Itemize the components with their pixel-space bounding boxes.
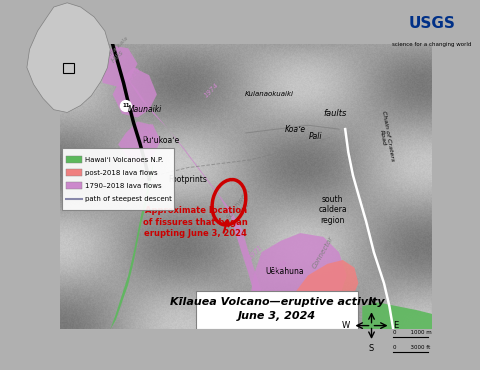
Text: Connector: Connector — [312, 235, 335, 269]
Text: Uēkahuna: Uēkahuna — [265, 267, 304, 276]
Text: S: S — [369, 344, 374, 353]
Text: 1790–2018 lava flows: 1790–2018 lava flows — [85, 183, 161, 189]
Text: Chain of Craters
Road: Chain of Craters Road — [376, 111, 395, 163]
Text: Kulanaokuaiki: Kulanaokuaiki — [245, 91, 294, 97]
Text: 1974: 1974 — [272, 259, 289, 276]
Text: 0        1000 m: 0 1000 m — [393, 330, 432, 336]
Bar — [66, 156, 82, 163]
Text: W: W — [342, 321, 350, 330]
Polygon shape — [110, 164, 153, 329]
Text: 1919: 1919 — [126, 66, 142, 84]
Circle shape — [262, 302, 273, 313]
Circle shape — [120, 101, 132, 111]
Polygon shape — [113, 67, 157, 118]
Text: 0        3000 ft: 0 3000 ft — [393, 345, 431, 350]
Text: post-2018 lava flows: post-2018 lava flows — [85, 170, 157, 176]
Text: N: N — [368, 298, 375, 307]
Text: Koaʻe: Koaʻe — [285, 125, 306, 134]
Text: Pali: Pali — [309, 132, 323, 141]
Polygon shape — [100, 46, 137, 87]
Text: Approximate location
of fissures that began
erupting June 3, 2024: Approximate location of fissures that be… — [143, 206, 248, 238]
Bar — [61, 148, 174, 210]
Text: 1974: 1974 — [203, 82, 220, 99]
Text: Maunaiki: Maunaiki — [128, 105, 162, 114]
Bar — [63, 63, 74, 73]
Text: E: E — [393, 321, 398, 330]
Text: Halemaʻumaʻu: Halemaʻumaʻu — [260, 298, 333, 307]
Polygon shape — [126, 77, 265, 322]
Text: Kamaʻkala: Kamaʻkala — [103, 35, 130, 62]
Text: USGS: USGS — [408, 16, 456, 31]
Text: 1920: 1920 — [141, 122, 157, 139]
Text: Southwest
Rift: Southwest Rift — [226, 187, 258, 225]
Polygon shape — [291, 260, 359, 323]
Bar — [66, 182, 82, 189]
Polygon shape — [362, 302, 432, 329]
Text: science for a changing world: science for a changing world — [392, 42, 472, 47]
Bar — [196, 291, 359, 329]
Text: 11: 11 — [264, 305, 272, 310]
Text: Hills: Hills — [111, 48, 125, 63]
Text: June 3, 2024: June 3, 2024 — [238, 311, 316, 321]
Text: 1971: 1971 — [247, 244, 264, 261]
Text: Kīlauea Volcano—eruptive activity: Kīlauea Volcano—eruptive activity — [170, 297, 384, 307]
Text: Puʻukoaʻe: Puʻukoaʻe — [142, 136, 180, 145]
Text: path of steepest descent: path of steepest descent — [85, 196, 172, 202]
Polygon shape — [27, 3, 110, 112]
Text: south
caldera
region: south caldera region — [319, 195, 347, 225]
Polygon shape — [118, 121, 161, 164]
Text: Footprints: Footprints — [168, 175, 207, 184]
Text: faults: faults — [324, 109, 347, 118]
Polygon shape — [250, 233, 347, 322]
Text: 11: 11 — [122, 104, 130, 108]
Text: Hawaiʻi Volcanoes N.P.: Hawaiʻi Volcanoes N.P. — [85, 157, 163, 163]
Bar — [66, 169, 82, 176]
